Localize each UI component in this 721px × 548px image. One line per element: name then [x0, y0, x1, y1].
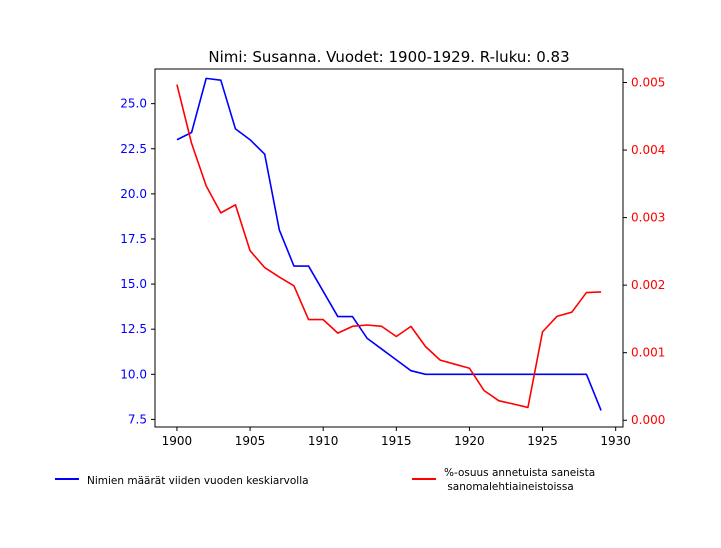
token-share-point	[584, 291, 588, 295]
left-y-tick-label: 10.0	[120, 367, 147, 381]
left-y-tick-label: 17.5	[120, 232, 147, 246]
name-count-point	[292, 264, 296, 268]
token-share-point	[190, 141, 194, 145]
token-share-point	[438, 358, 442, 362]
token-share-point	[394, 334, 398, 338]
name-count-point	[248, 138, 252, 142]
left-y-tick-label: 15.0	[120, 277, 147, 291]
name-count-point	[350, 315, 354, 319]
x-tick-label: 1915	[381, 434, 412, 448]
right-y-tick-label: 0.000	[631, 413, 665, 427]
name-count-point	[526, 372, 530, 376]
token-share-point	[321, 318, 325, 322]
token-share-point	[555, 314, 559, 318]
name-count-point	[219, 78, 223, 82]
token-share-point	[380, 324, 384, 328]
token-share-point	[277, 275, 281, 279]
series-layer	[175, 76, 603, 412]
name-count-point	[555, 372, 559, 376]
legend-label-line: Nimien määrät viiden vuoden keskiarvolla	[87, 475, 309, 487]
name-count-point	[511, 372, 515, 376]
token-share-point	[219, 211, 223, 215]
name-count-point	[541, 372, 545, 376]
name-count-point	[482, 372, 486, 376]
token-share-point	[292, 284, 296, 288]
chart-title: Nimi: Susanna. Vuodet: 1900-1929. R-luku…	[208, 48, 569, 66]
left-y-tick-label: 20.0	[120, 187, 147, 201]
y-axis-right: 0.000 0.001 0.002 0.003 0.004 0.005	[623, 76, 665, 428]
x-tick-label: 1900	[162, 434, 193, 448]
token-share-point	[365, 323, 369, 327]
name-count-point	[497, 372, 501, 376]
token-share-point	[424, 345, 428, 349]
token-share-point	[482, 389, 486, 393]
legend-label-line: %-osuus annetuista saneista	[444, 467, 595, 479]
legend-label-token-share: %-osuus annetuista saneista sanomalehtia…	[444, 467, 595, 493]
name-count-point	[321, 289, 325, 293]
name-count-point	[336, 315, 340, 319]
name-count-point	[233, 127, 237, 131]
x-tick-label: 1925	[527, 434, 558, 448]
name-count-point	[570, 372, 574, 376]
name-count-point	[438, 372, 442, 376]
token-share-point	[263, 266, 267, 270]
left-y-tick-label: 25.0	[120, 97, 147, 111]
x-tick-label: 1905	[235, 434, 266, 448]
name-count-point	[599, 408, 603, 412]
token-share-point	[233, 203, 237, 207]
name-count-point	[394, 358, 398, 362]
name-count-point	[584, 372, 588, 376]
name-count-point	[307, 264, 311, 268]
name-count-point	[175, 138, 179, 142]
plot-frame	[155, 69, 623, 427]
x-tick-label: 1930	[600, 434, 631, 448]
left-y-tick-label: 22.5	[120, 142, 147, 156]
legend-label-line: sanomalehtiaineistoissa	[444, 481, 574, 493]
token-share-point	[175, 83, 179, 87]
token-share-point	[511, 402, 515, 406]
token-share-point	[570, 310, 574, 314]
left-y-tick-label: 12.5	[120, 322, 147, 336]
name-count-point	[424, 372, 428, 376]
x-tick-label: 1920	[454, 434, 485, 448]
name-count-point	[365, 336, 369, 340]
name-count-point	[467, 372, 471, 376]
name-count-point	[277, 228, 281, 232]
token-share-point	[409, 324, 413, 328]
right-y-tick-label: 0.003	[631, 211, 665, 225]
token-share-point	[497, 399, 501, 403]
token-share-point	[350, 324, 354, 328]
name-count-point	[263, 152, 267, 156]
x-axis: 1900 1905 1910 1915 1920 1925 1930	[162, 427, 631, 448]
x-tick-label: 1910	[308, 434, 339, 448]
token-share-point	[307, 318, 311, 322]
right-y-tick-label: 0.005	[631, 76, 665, 90]
token-share-point	[526, 405, 530, 409]
name-count-point	[453, 372, 457, 376]
legend: Nimien määrät viiden vuoden keskiarvolla…	[55, 467, 595, 493]
name-count-point	[190, 131, 194, 135]
token-share-point	[599, 290, 603, 294]
legend-label-name-count: Nimien määrät viiden vuoden keskiarvolla	[87, 475, 309, 487]
right-y-tick-label: 0.001	[631, 346, 665, 360]
right-y-tick-label: 0.002	[631, 278, 665, 292]
token-share-point	[541, 330, 545, 334]
name-count-point	[204, 76, 208, 80]
name-count-point	[409, 369, 413, 373]
name-count-point	[380, 347, 384, 351]
token-share-point	[204, 184, 208, 188]
token-share-point	[453, 362, 457, 366]
token-share-point	[336, 331, 340, 335]
token-share-point	[467, 366, 471, 370]
token-share-point	[248, 249, 252, 253]
right-y-tick-label: 0.004	[631, 143, 665, 157]
y-axis-left: 7.5 10.0 12.5 15.0 17.5 20.0 22.5 25.0	[120, 97, 155, 427]
left-y-tick-label: 7.5	[128, 412, 147, 426]
